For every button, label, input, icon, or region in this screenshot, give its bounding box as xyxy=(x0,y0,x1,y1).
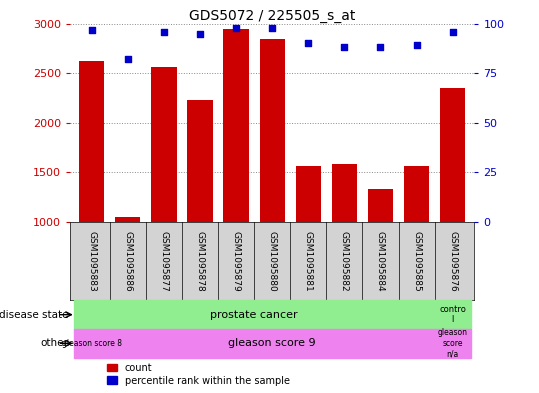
Legend: count, percentile rank within the sample: count, percentile rank within the sample xyxy=(107,363,290,386)
Bar xyxy=(110,329,434,358)
Text: GSM1095876: GSM1095876 xyxy=(448,231,457,292)
Point xyxy=(232,24,240,31)
Bar xyxy=(434,300,471,329)
Bar xyxy=(404,166,429,222)
Text: GSM1095885: GSM1095885 xyxy=(412,231,421,292)
Text: GSM1095878: GSM1095878 xyxy=(196,231,204,292)
Bar xyxy=(74,300,434,329)
Bar xyxy=(440,88,465,222)
Bar xyxy=(188,100,213,222)
Text: GSM1095883: GSM1095883 xyxy=(87,231,96,292)
Text: GSM1095884: GSM1095884 xyxy=(376,231,385,292)
Text: GSM1095881: GSM1095881 xyxy=(304,231,313,292)
Text: disease state: disease state xyxy=(0,310,68,320)
Bar xyxy=(79,61,105,222)
Point xyxy=(87,26,96,33)
Point xyxy=(123,56,132,62)
Text: contro
l: contro l xyxy=(439,305,466,324)
Point xyxy=(376,44,385,51)
Point xyxy=(412,42,421,49)
Bar xyxy=(296,166,321,222)
Bar xyxy=(331,164,357,222)
Point xyxy=(340,44,349,51)
Point xyxy=(268,24,277,31)
Text: GSM1095877: GSM1095877 xyxy=(160,231,168,292)
Point xyxy=(196,30,204,37)
Point xyxy=(160,28,168,35)
Bar xyxy=(260,39,285,222)
Text: gleason
score
n/a: gleason score n/a xyxy=(438,329,468,358)
Bar xyxy=(368,189,393,222)
Bar xyxy=(151,67,177,222)
Text: gleason score 9: gleason score 9 xyxy=(229,338,316,348)
Bar xyxy=(224,29,248,222)
Bar xyxy=(74,329,110,358)
Bar xyxy=(434,329,471,358)
Point xyxy=(448,28,457,35)
Text: prostate cancer: prostate cancer xyxy=(210,310,298,320)
Text: other: other xyxy=(40,338,68,348)
Text: GSM1095880: GSM1095880 xyxy=(268,231,277,292)
Bar xyxy=(115,217,141,222)
Text: GSM1095886: GSM1095886 xyxy=(123,231,132,292)
Text: gleason score 8: gleason score 8 xyxy=(62,339,122,348)
Text: GSM1095882: GSM1095882 xyxy=(340,231,349,292)
Point xyxy=(304,40,313,46)
Text: GSM1095879: GSM1095879 xyxy=(232,231,240,292)
Title: GDS5072 / 225505_s_at: GDS5072 / 225505_s_at xyxy=(189,9,355,22)
